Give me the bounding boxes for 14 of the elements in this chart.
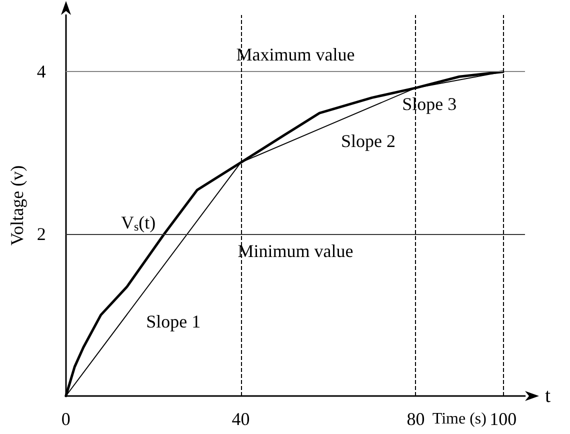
x-tick-label: 80: [406, 409, 425, 429]
y-tick-label: 2: [36, 224, 46, 244]
y-tick-label: 4: [36, 62, 46, 82]
x-tick-label: 100: [490, 409, 517, 429]
annotation: Slope 2: [340, 131, 396, 152]
ref-line-label: Minimum value: [238, 240, 354, 261]
x-axis-title: Time (s): [432, 410, 486, 428]
annotation: Slope 1: [146, 311, 201, 332]
x-tick-label: 0: [61, 409, 70, 429]
annotation: Slope 3: [402, 94, 457, 114]
x-tick-label: 40: [232, 409, 250, 429]
text: t: [545, 385, 551, 407]
y-axis-title: Voltage (v): [7, 165, 27, 246]
ref-line-label: Maximum value: [236, 44, 355, 65]
